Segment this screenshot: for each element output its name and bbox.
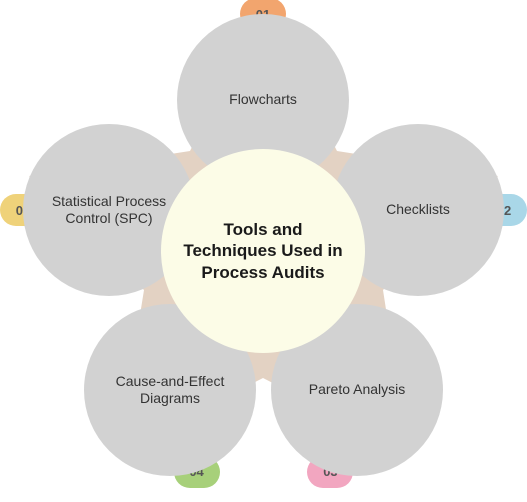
center-title: Tools and Techniques Used in Process Aud…	[179, 219, 347, 283]
petal-label: Statistical Process Control (SPC)	[33, 193, 185, 228]
petal-label: Cause-and-Effect Diagrams	[94, 373, 246, 408]
petal-label: Flowcharts	[229, 91, 297, 109]
petal-label: Pareto Analysis	[309, 381, 406, 399]
diagram-stage: 0102030405 FlowchartsChecklistsPareto An…	[0, 0, 527, 502]
center-circle: Tools and Techniques Used in Process Aud…	[161, 149, 365, 353]
petal-label: Checklists	[386, 201, 450, 219]
